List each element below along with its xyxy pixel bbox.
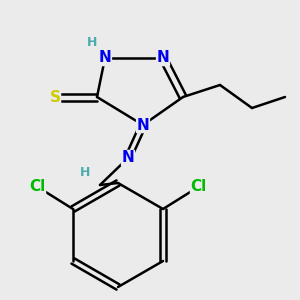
Text: S: S [50, 89, 61, 104]
Text: N: N [136, 118, 149, 133]
Text: N: N [99, 50, 111, 65]
Text: Cl: Cl [29, 179, 46, 194]
Text: N: N [157, 50, 169, 65]
Text: Cl: Cl [190, 179, 207, 194]
Text: H: H [87, 35, 97, 49]
Text: H: H [80, 167, 90, 179]
Text: N: N [122, 151, 134, 166]
